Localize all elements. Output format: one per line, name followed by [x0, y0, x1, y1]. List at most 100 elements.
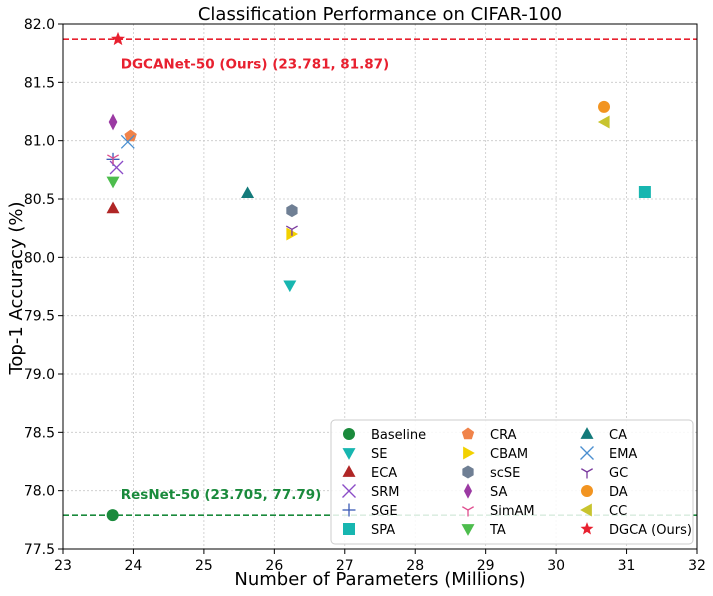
annotation-label: DGCANet-50 (Ours) (23.781, 81.87): [121, 57, 389, 73]
x-tick-label: 31: [618, 558, 636, 574]
legend-box: [330, 419, 694, 545]
legend-item-spa: SPA: [343, 523, 395, 538]
legend-item-dgca-ours: DGCA (Ours): [580, 522, 692, 538]
point-ema: [120, 134, 135, 149]
x-tick-label: 23: [54, 558, 72, 574]
legend-item-sge: SGE: [342, 503, 398, 519]
x-tick-label: 30: [547, 558, 565, 574]
axes: 23 24 25 26 27 28 29 30 31 32 77.5 78.0 78.5 79.0 79.5…: [24, 17, 706, 574]
legend-item-cra: CRA: [461, 427, 517, 443]
legend-marker: [581, 485, 593, 497]
legend-marker: [580, 446, 594, 460]
legend-label: CRA: [490, 428, 517, 443]
y-tick-label: 78.0: [24, 484, 55, 500]
legend-label: CBAM: [490, 447, 528, 462]
legend-label: SE: [371, 447, 387, 462]
legend-item-ema: EMA: [580, 446, 637, 462]
x-tick-label: 25: [195, 558, 213, 574]
legend-marker: [461, 427, 475, 440]
plot-frame: [62, 23, 698, 550]
point-sa: [108, 113, 118, 131]
legend-label: CC: [609, 504, 627, 519]
legend-label: EMA: [609, 447, 637, 462]
point-se: [283, 280, 297, 293]
legend-label: SimAM: [490, 504, 535, 519]
point-ta: [106, 176, 120, 189]
legend-item-se: SE: [342, 447, 387, 462]
legend-item-simam: SimAM: [462, 504, 535, 519]
legend-marker: [462, 506, 474, 517]
y-tick-label: 80.0: [24, 250, 55, 266]
legend-item-cbam: CBAM: [463, 446, 528, 462]
legend-marker: [580, 522, 594, 535]
point-cc: [597, 115, 610, 129]
annotations: DGCANet-50 (Ours) (23.781, 81.87) ResNet-…: [121, 57, 389, 503]
legend-item-eca: ECA: [342, 465, 397, 481]
legend-label: DA: [609, 485, 628, 500]
legend-label: SA: [490, 485, 507, 500]
y-tick-label: 81.0: [24, 134, 55, 150]
point-ca: [241, 186, 255, 199]
legend-item-sa: SA: [463, 483, 507, 500]
legend-marker: [580, 503, 592, 517]
legend-label: Baseline: [371, 428, 426, 443]
y-tick-label: 79.0: [24, 367, 55, 383]
legend-label: GC: [609, 466, 628, 481]
legend-item-cc: CC: [580, 503, 627, 519]
point-srm: [109, 160, 124, 175]
legend-item-ca: CA: [580, 427, 627, 443]
legend-label: DGCA (Ours): [609, 523, 692, 538]
x-tick-label: 24: [125, 558, 143, 574]
legend-marker: [461, 524, 475, 536]
legend-label: scSE: [490, 466, 520, 481]
x-tick-label: 29: [477, 558, 495, 574]
legend-marker: [580, 427, 594, 439]
legend-marker: [343, 428, 355, 440]
legend-marker: [462, 465, 474, 479]
legend-item-da: DA: [581, 485, 628, 500]
point-gc: [285, 225, 298, 236]
point-dgca-ours: [111, 31, 126, 46]
x-tick-label: 32: [688, 558, 706, 574]
point-spa: [638, 186, 651, 198]
y-tick-label: 80.5: [24, 192, 55, 208]
legend-marker: [581, 468, 593, 479]
legend-label: SRM: [371, 485, 400, 500]
y-tick-label: 77.5: [24, 542, 55, 558]
legend-marker: [342, 484, 356, 498]
x-axis-title: Number of Parameters (Millions): [234, 569, 525, 590]
legend-item-scse: scSE: [462, 465, 520, 481]
y-axis-title: Top-1 Accuracy (%): [6, 201, 27, 375]
legend-item-ta: TA: [461, 523, 506, 538]
point-simam: [107, 154, 119, 165]
legend-marker: [342, 503, 356, 517]
point-baseline: [106, 509, 119, 522]
y-tick-label: 79.5: [24, 309, 55, 325]
legend-item-srm: SRM: [342, 484, 400, 500]
legend-label: SPA: [371, 523, 395, 538]
annotation-label: ResNet-50 (23.705, 77.79): [121, 487, 322, 503]
point-da: [598, 100, 611, 113]
y-tick-label: 82.0: [24, 17, 55, 33]
chart-title: Classification Performance on CIFAR-100: [198, 4, 562, 25]
legend-marker: [463, 483, 473, 499]
x-tick-label: 26: [265, 558, 283, 574]
legend-marker: [463, 446, 475, 460]
legend-label: SGE: [371, 504, 398, 519]
legend-label: CA: [609, 428, 627, 443]
x-tick-label: 28: [406, 558, 424, 574]
point-eca: [106, 201, 120, 214]
y-tick-label: 78.5: [24, 425, 55, 441]
legend-label: ECA: [371, 466, 397, 481]
point-cra: [124, 129, 137, 142]
data-markers: [106, 31, 651, 522]
legend-item-gc: GC: [581, 466, 628, 481]
x-tick-label: 27: [336, 558, 354, 574]
y-tick-label: 81.5: [24, 75, 55, 91]
point-scse: [286, 204, 298, 218]
legend-marker: [342, 448, 356, 460]
legend: Baseline SE ECA SRM SGE SPA CRA CBAM scSE SA SimAM…: [330, 419, 694, 545]
legend-label: TA: [489, 523, 506, 538]
